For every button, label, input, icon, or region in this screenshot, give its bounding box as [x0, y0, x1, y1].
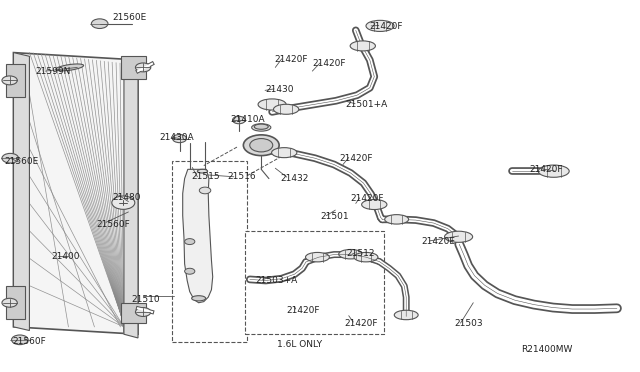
Circle shape	[250, 138, 273, 152]
Text: 21420F: 21420F	[339, 154, 372, 163]
Ellipse shape	[385, 215, 408, 224]
Bar	[6, 64, 25, 97]
Text: 21512: 21512	[347, 249, 375, 258]
Ellipse shape	[56, 64, 84, 71]
Bar	[6, 286, 25, 320]
Text: 21410A: 21410A	[230, 115, 265, 124]
Text: 21420F: 21420F	[274, 55, 307, 64]
Circle shape	[232, 116, 245, 124]
Ellipse shape	[197, 169, 207, 173]
Text: 21420F: 21420F	[529, 165, 563, 174]
Text: 21420F: 21420F	[370, 22, 403, 31]
Text: 21516: 21516	[227, 172, 256, 181]
Bar	[172, 161, 247, 342]
Text: 21599N: 21599N	[36, 67, 71, 76]
Ellipse shape	[394, 310, 418, 320]
Bar	[244, 231, 384, 334]
Ellipse shape	[305, 253, 330, 262]
Ellipse shape	[350, 41, 376, 51]
Bar	[121, 56, 147, 78]
Ellipse shape	[258, 99, 286, 110]
Circle shape	[173, 135, 186, 142]
Text: 21560E: 21560E	[113, 13, 147, 22]
Ellipse shape	[366, 20, 394, 32]
Circle shape	[12, 335, 28, 344]
Text: 21480: 21480	[113, 193, 141, 202]
Circle shape	[184, 238, 195, 244]
Ellipse shape	[273, 104, 299, 114]
Ellipse shape	[362, 199, 387, 209]
Circle shape	[136, 308, 151, 317]
Ellipse shape	[339, 250, 363, 259]
Ellipse shape	[191, 296, 205, 301]
Text: 21432: 21432	[280, 174, 308, 183]
Circle shape	[2, 153, 19, 163]
Polygon shape	[182, 169, 212, 303]
Text: 21420F: 21420F	[344, 319, 378, 328]
Ellipse shape	[538, 165, 569, 177]
Text: 21420F: 21420F	[351, 195, 384, 203]
Bar	[121, 303, 147, 323]
Text: 1.6L ONLY: 1.6L ONLY	[276, 340, 322, 349]
Text: 21560F: 21560F	[12, 337, 46, 346]
Text: 21430A: 21430A	[159, 133, 194, 142]
Ellipse shape	[445, 231, 472, 242]
Text: 21503+A: 21503+A	[255, 276, 297, 285]
Text: 21420E: 21420E	[421, 237, 455, 246]
Circle shape	[112, 196, 135, 209]
Circle shape	[184, 268, 195, 274]
Text: 21560E: 21560E	[4, 157, 38, 166]
Polygon shape	[13, 52, 29, 331]
Text: 21503: 21503	[454, 320, 483, 328]
Circle shape	[92, 19, 108, 29]
Circle shape	[136, 63, 151, 72]
Ellipse shape	[354, 253, 378, 262]
Text: R21400MW: R21400MW	[521, 345, 573, 354]
Polygon shape	[13, 52, 138, 334]
Text: 21420F: 21420F	[312, 59, 346, 68]
Text: 21430: 21430	[266, 85, 294, 94]
Text: 21515: 21515	[191, 172, 220, 181]
Circle shape	[2, 76, 17, 85]
Text: 21501: 21501	[320, 212, 349, 221]
Circle shape	[2, 298, 17, 307]
Text: 21560F: 21560F	[97, 221, 130, 230]
Text: 21400: 21400	[52, 252, 80, 261]
Ellipse shape	[271, 148, 297, 158]
Polygon shape	[124, 67, 138, 338]
Circle shape	[199, 187, 211, 194]
Text: 21420F: 21420F	[287, 306, 320, 315]
Circle shape	[243, 135, 279, 155]
Text: 21501+A: 21501+A	[346, 100, 388, 109]
Text: 21510: 21510	[132, 295, 160, 304]
Ellipse shape	[252, 124, 271, 131]
Ellipse shape	[254, 124, 268, 129]
